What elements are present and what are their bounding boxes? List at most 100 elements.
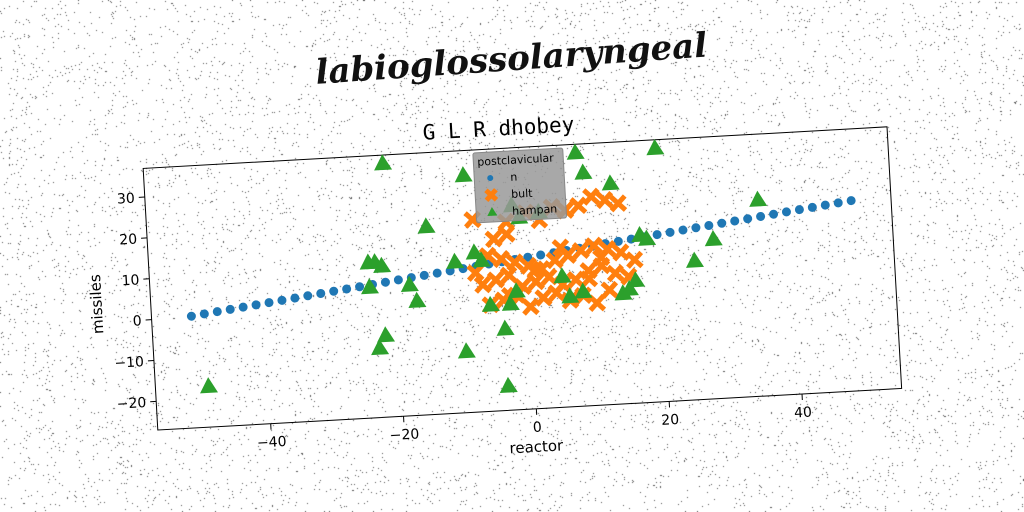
series-n-point [691,223,701,233]
series-hampan-point [457,342,476,359]
series-bult-point [611,243,630,262]
series-bult-point [571,241,590,260]
series-hampan-point [627,271,646,288]
series-bult-point [551,238,570,257]
y-tick-label: 20 [119,231,138,248]
series-bult-point [609,194,628,213]
x-axis-ticks: −40 −20 0 20 40 [257,393,813,452]
series-hampan-point [408,291,427,308]
plot-area [142,126,903,431]
y-axis-label: missiles [86,274,107,335]
series-hampan-point [481,295,500,313]
series-hampan-point [373,256,392,274]
series-n-point [355,282,365,292]
x-tick-label: 40 [794,404,813,421]
series-n-point [342,284,352,294]
series-n-point [820,200,830,210]
series-n-point [794,205,804,215]
x-tick-label: 0 [533,420,543,436]
series-bult-point [499,266,518,285]
series-bult-point [547,283,566,302]
legend-box [472,147,567,224]
series-bult-point [588,293,607,312]
series-bult-point [526,260,545,279]
series-hampan-point [377,326,396,343]
legend-marker-hampan [487,207,498,217]
series-n-point [251,300,261,310]
series-hampan-point [417,217,436,234]
series-bult-point [466,263,485,282]
series-hampan-point [374,154,393,171]
series-bult-point [592,248,611,267]
series-n-point [199,309,209,319]
legend-marker-n [487,175,494,182]
series-bult-point [600,280,619,299]
x-axis-label: reactor [509,436,564,457]
series-bult-point [606,264,625,283]
series-hampan-point [574,163,593,180]
series-n-point [380,277,390,287]
y-axis-ticks: −20 −10 0 10 20 30 [114,191,157,413]
series-n-point [303,291,313,301]
series-hampan-point [561,287,580,304]
series-n-point [846,196,856,206]
series-n-point [264,298,274,308]
series-hampan-point [400,275,419,292]
series-n-point [769,209,779,219]
series-hampan-point [749,190,768,207]
series-bult-point [584,236,603,255]
series-bult-point [534,288,553,307]
series-n-point [613,236,623,246]
series-hampan-point [638,229,657,246]
y-tick-label: 30 [117,191,136,208]
series-n-point [717,218,727,228]
series-hampan-point [646,139,665,156]
y-tick-label: −20 [116,395,146,413]
series-bult-point [505,253,524,272]
series-n-point [833,198,843,208]
series-bult-point [492,250,511,269]
series-hampan-point [566,143,585,160]
y-tick-label: −10 [114,354,144,372]
series-bult-point [569,196,588,215]
legend-marker-bult [484,188,499,202]
series-n-point [807,202,817,212]
x-tick-label: −20 [389,426,419,444]
series-hampan-point [371,338,390,356]
series-n-point [678,225,688,235]
x-tick-label: −40 [257,434,287,452]
series-hampan-point [553,267,572,284]
series-bult-point [539,267,559,286]
legend-label-n: n [510,171,518,184]
series-hampan-point [501,294,520,311]
legend-title: postclavicular [477,151,555,168]
series-n-point [393,275,403,285]
series-n-point [419,270,429,280]
y-tick-label: 10 [121,272,140,289]
series-n-point [652,230,662,240]
series-hampan-point [574,282,593,299]
series-hampan-point [704,230,723,247]
series-bult-point [484,229,503,249]
chart-title: G L R dhobey [422,112,575,144]
series-bult-point [579,269,599,288]
series-n-point [665,227,675,237]
series-hampan-point [446,252,465,269]
series-hampan-point [361,277,380,295]
series-n-point [329,286,339,296]
y-tick-label: 0 [132,313,142,329]
series-n-point [781,207,791,217]
series-hampan-point [472,251,491,268]
series-n-point [432,268,442,278]
series-hampan-point [601,174,620,191]
series-n-point [186,311,196,321]
series-bult-point [486,270,505,289]
series-n-point [523,252,533,262]
series-hampan-point [686,251,704,268]
series-bult-point [473,275,492,294]
series-bult-point [582,187,601,206]
legend-label-bult: bult [511,187,534,201]
series-n-point [225,304,235,314]
